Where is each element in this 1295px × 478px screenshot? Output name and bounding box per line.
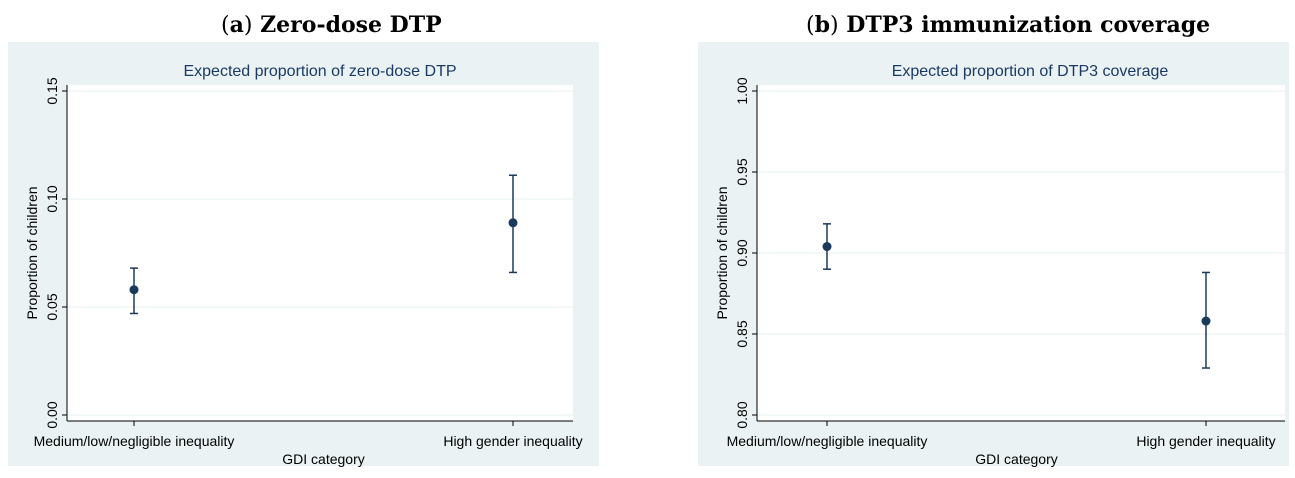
x-category-label: High gender inequality	[1136, 433, 1275, 449]
data-point	[508, 218, 518, 228]
x-category-label: Medium/low/negligible inequality	[34, 433, 235, 449]
panel-a-heading: (a) Zero-dose DTP	[221, 12, 442, 38]
x-category-label: High gender inequality	[443, 433, 582, 449]
x-axis-label: GDI category	[975, 451, 1057, 467]
y-axis-label: Proportion of children	[714, 186, 730, 319]
y-tick-label: 0.80	[734, 401, 750, 428]
y-tick-label: 0.90	[734, 239, 750, 266]
y-tick-label: 0.85	[734, 320, 750, 347]
y-tick-label: 0.15	[44, 77, 60, 104]
y-tick-label: 1.00	[734, 77, 750, 104]
panel-b-chart: Expected proportion of DTP3 coverage 0.80…	[698, 42, 1289, 467]
y-tick-label: 0.00	[44, 401, 60, 428]
y-tick-label: 0.05	[44, 293, 60, 320]
y-tick-label: 0.10	[44, 185, 60, 212]
data-point	[822, 242, 832, 252]
data-point	[1201, 316, 1211, 326]
x-axis-label: GDI category	[282, 451, 364, 467]
plot-title: Expected proportion of DTP3 coverage	[892, 63, 1169, 80]
y-axis-label: Proportion of children	[24, 186, 40, 319]
panel-a-chart: Expected proportion of zero-dose DTP 0.00…	[8, 42, 599, 467]
panel-b-heading: (b) DTP3 immunization coverage	[806, 12, 1211, 38]
plot-title: Expected proportion of zero-dose DTP	[183, 63, 456, 80]
plot-area	[67, 85, 573, 421]
x-category-label: Medium/low/negligible inequality	[727, 433, 928, 449]
y-tick-label: 0.95	[734, 158, 750, 185]
data-point	[129, 285, 139, 295]
